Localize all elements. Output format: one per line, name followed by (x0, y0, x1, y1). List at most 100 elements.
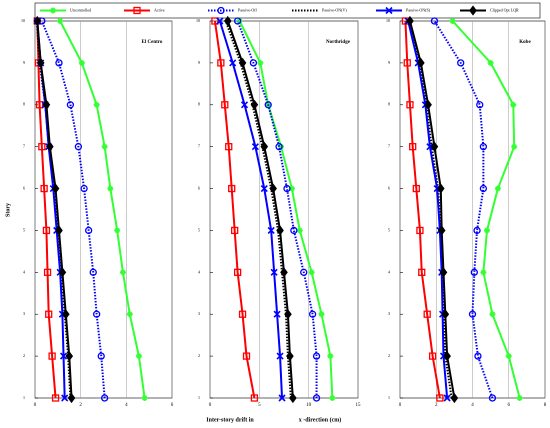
series-line (59, 20, 146, 399)
marker (468, 310, 477, 318)
marker (484, 227, 490, 234)
y-tick-label: 7 (388, 144, 390, 149)
marker (93, 310, 101, 318)
y-tick-label: 7 (23, 144, 25, 149)
marker (141, 395, 148, 401)
y-tick-label: 3 (23, 311, 25, 316)
marker (312, 394, 321, 402)
marker (300, 268, 308, 276)
legend-label: Uncontrolled (70, 7, 91, 12)
marker (119, 269, 126, 276)
x-tick-label: 15 (356, 403, 362, 408)
marker (296, 227, 303, 234)
marker (46, 141, 54, 152)
series-line (451, 20, 521, 399)
marker (473, 226, 481, 235)
marker (450, 392, 459, 404)
marker (318, 311, 325, 318)
marker (231, 226, 239, 235)
legend-label: Clipped Opt LQR (490, 7, 519, 12)
y-tick-label: 6 (198, 185, 200, 190)
marker (36, 57, 45, 68)
y-tick-label: 7 (198, 144, 200, 149)
marker (233, 17, 242, 25)
marker (403, 59, 411, 67)
marker (80, 184, 88, 193)
series-line (36, 20, 73, 399)
x-tick-label: 0 (34, 403, 37, 408)
marker (430, 17, 439, 25)
marker (412, 184, 420, 193)
series-line (238, 20, 334, 399)
series-line (218, 20, 284, 399)
marker (479, 184, 488, 193)
marker (288, 185, 295, 192)
marker (474, 352, 482, 360)
marker (457, 59, 465, 67)
marker (126, 311, 133, 318)
marker (289, 392, 297, 404)
series-line (404, 20, 441, 399)
y-tick-label: 2 (198, 353, 200, 358)
marker (487, 59, 494, 66)
marker (276, 225, 284, 236)
marker (78, 59, 85, 66)
marker (480, 269, 487, 276)
legend-marker (50, 7, 56, 14)
marker (55, 59, 63, 67)
x-axis-label: Inter-story drift in (206, 417, 254, 423)
marker (329, 395, 336, 401)
marker (62, 309, 70, 320)
marker (430, 141, 439, 152)
marker (511, 143, 518, 150)
y-tick-label: 4 (198, 269, 200, 274)
marker (436, 183, 445, 194)
legend-marker (469, 5, 477, 16)
marker (409, 143, 417, 151)
x-tick-label: 0 (209, 403, 212, 408)
y-tick-label: 1 (23, 395, 25, 400)
y-tick-label: 10 (386, 18, 390, 23)
y-axis-label: Story (5, 203, 11, 217)
marker (275, 143, 283, 151)
y-tick-label: 9 (23, 60, 25, 65)
marker (216, 17, 224, 25)
marker (233, 268, 242, 276)
marker (89, 268, 97, 276)
series-line (224, 20, 292, 399)
marker (406, 15, 414, 27)
marker (42, 99, 51, 110)
x-tick-label: 0 (399, 403, 402, 408)
marker (423, 310, 431, 318)
marker (33, 15, 42, 27)
marker (308, 269, 315, 276)
x-tick-label: 2 (435, 403, 438, 408)
marker (51, 183, 60, 194)
marker (406, 101, 414, 109)
marker (48, 352, 56, 360)
marker (228, 184, 236, 193)
y-tick-label: 4 (23, 269, 25, 274)
series-line (407, 20, 449, 399)
marker (240, 101, 249, 109)
marker (85, 226, 93, 235)
marker (489, 311, 496, 318)
marker (443, 351, 451, 362)
x-tick-label: 4 (471, 403, 474, 408)
marker (505, 353, 512, 360)
marker (416, 226, 424, 235)
y-tick-label: 10 (21, 18, 25, 23)
marker (42, 226, 51, 235)
marker (38, 143, 46, 151)
marker (35, 101, 44, 109)
marker (238, 310, 247, 318)
x-tick-label: 5 (258, 403, 261, 408)
marker (439, 267, 448, 278)
panel-title: Kobe (519, 40, 531, 45)
marker (223, 15, 232, 27)
marker (114, 227, 121, 234)
legend-marker (385, 6, 393, 15)
legend-box (34, 2, 541, 19)
marker (418, 268, 426, 276)
marker (443, 394, 451, 402)
